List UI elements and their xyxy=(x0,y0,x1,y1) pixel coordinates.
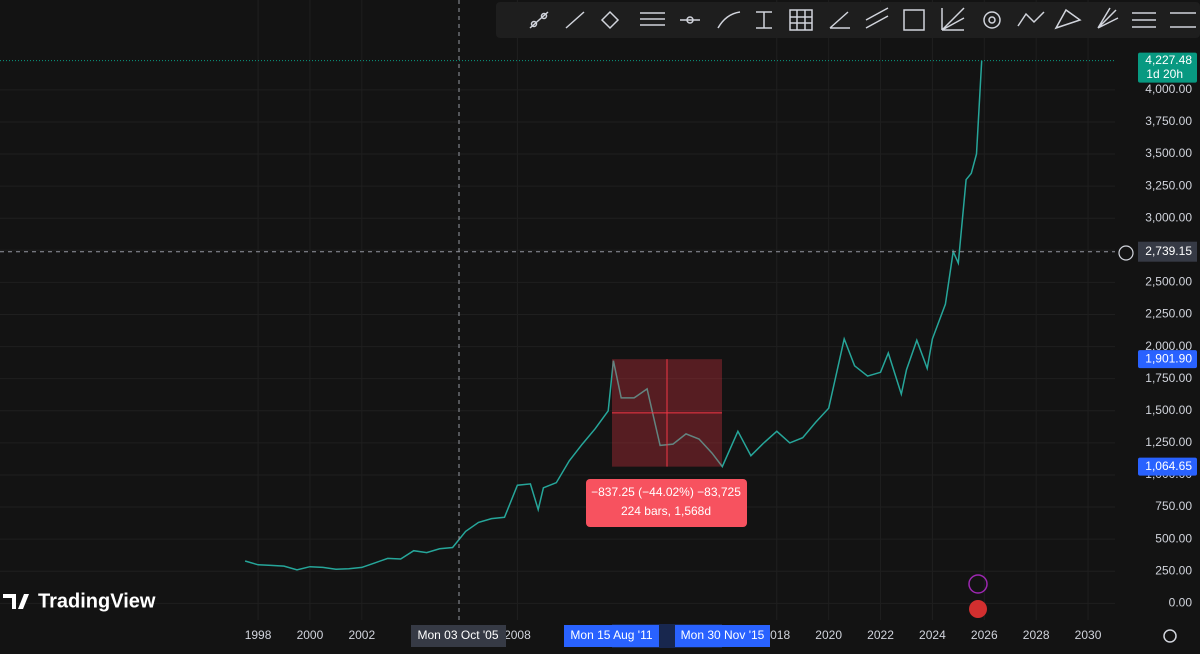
measure-change: −837.25 (−44.02%) −83,725 xyxy=(591,485,741,499)
last-price-countdown: 1d 20h xyxy=(1146,67,1183,81)
measure-date-box xyxy=(675,625,770,647)
x-tick-label: 1998 xyxy=(245,628,272,642)
y-tick-label: 4,000.00 xyxy=(1145,82,1192,96)
y-tick-label: 1,500.00 xyxy=(1145,403,1192,417)
measure-date-label: Mon 15 Aug '11 xyxy=(570,628,652,642)
tradingview-logo[interactable]: TradingView xyxy=(3,590,156,612)
events-icon[interactable] xyxy=(968,574,988,594)
y-tick-label: 0.00 xyxy=(1169,595,1193,609)
crosshair-price-box xyxy=(1138,241,1197,262)
x-tick-label: 2022 xyxy=(867,628,894,642)
x-tick-label: 2028 xyxy=(1023,628,1050,642)
x-tick-label: 2000 xyxy=(297,628,324,642)
logo-mark xyxy=(3,594,29,609)
y-tick-label: 1,750.00 xyxy=(1145,371,1192,385)
crosshair-date-label: Mon 03 Oct '05 xyxy=(418,628,499,642)
y-tick-label: 250.00 xyxy=(1155,563,1192,577)
x-tick-label: 2030 xyxy=(1075,628,1102,642)
measure-date-label: Mon 30 Nov '15 xyxy=(681,628,765,642)
y-tick-label: 3,250.00 xyxy=(1145,178,1192,192)
measure-price-label: 1,901.90 xyxy=(1145,351,1192,365)
plot xyxy=(244,60,983,571)
last-price-box xyxy=(1138,52,1197,83)
tool-icons[interactable] xyxy=(529,7,1196,31)
y-tick-label: 3,000.00 xyxy=(1145,210,1192,224)
measure-price-box xyxy=(1138,457,1197,476)
add-alert-button[interactable] xyxy=(1118,245,1134,261)
measure-span: 224 bars, 1,568d xyxy=(621,504,711,518)
logo-text: TradingView xyxy=(38,590,156,612)
x-tick-label: 2020 xyxy=(815,628,842,642)
x-tick-label: 2024 xyxy=(919,628,946,642)
price-line xyxy=(244,60,983,571)
last-price-label: 4,227.48 xyxy=(1145,53,1192,67)
crosshair-date-box xyxy=(411,625,506,647)
drawing-toolbar xyxy=(496,2,1200,38)
x-tick-label: 2018 xyxy=(763,628,790,642)
grid xyxy=(0,0,1115,620)
y-tick-label: 1,250.00 xyxy=(1145,435,1192,449)
y-tick-label: 750.00 xyxy=(1155,499,1192,513)
crosshair-price-label: 2,739.15 xyxy=(1145,244,1192,258)
settings-button[interactable] xyxy=(1163,629,1177,643)
y-tick-label: 2,500.00 xyxy=(1145,275,1192,289)
y-tick-label: 2,000.00 xyxy=(1145,339,1192,353)
x-tick-label: 2008 xyxy=(504,628,531,642)
y-tick-label: 3,750.00 xyxy=(1145,114,1192,128)
y-tick-label: 500.00 xyxy=(1155,531,1192,545)
y-tick-label: 2,250.00 xyxy=(1145,307,1192,321)
measure-price-box xyxy=(1138,350,1197,369)
measure-info-box xyxy=(586,479,747,527)
measure-price-label: 1,064.65 xyxy=(1145,459,1192,473)
x-tick-label: 2002 xyxy=(348,628,375,642)
country-flag[interactable] xyxy=(969,600,987,618)
x-tick-label: 2026 xyxy=(971,628,998,642)
measure-date-box xyxy=(564,625,659,647)
y-tick-label: 3,500.00 xyxy=(1145,146,1192,160)
